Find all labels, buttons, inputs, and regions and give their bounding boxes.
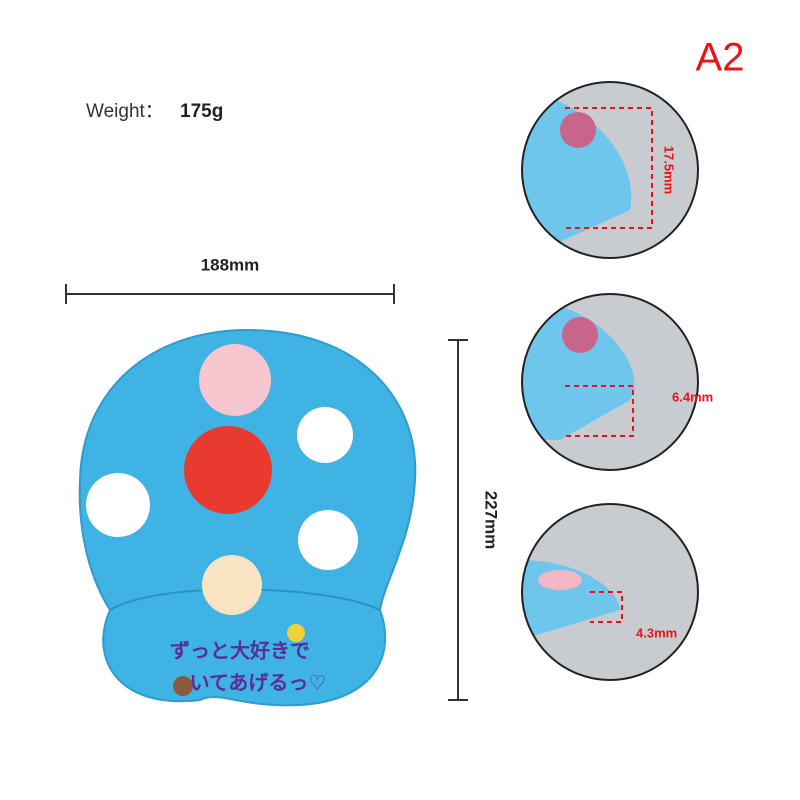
weight-value: 175g bbox=[180, 101, 223, 122]
detail-label: 6.4mm bbox=[672, 389, 713, 404]
detail-2 bbox=[521, 293, 699, 471]
width-dimension-line bbox=[65, 284, 395, 304]
pad-text-line: いてあげるっ♡ bbox=[190, 671, 327, 694]
detail-3 bbox=[521, 503, 699, 681]
detail-1 bbox=[521, 81, 699, 259]
detail-label: 17.5mm bbox=[662, 146, 677, 194]
detail-label: 4.3mm bbox=[636, 625, 677, 640]
weight-label: Weight： bbox=[86, 101, 164, 122]
width-label: 188mm bbox=[201, 255, 260, 274]
animals bbox=[86, 344, 358, 696]
height-dimension-line bbox=[448, 339, 468, 701]
height-label: 227mm bbox=[482, 491, 501, 550]
pad-text-line: ずっと大好きで bbox=[170, 638, 310, 662]
badge: A2 bbox=[696, 36, 745, 80]
